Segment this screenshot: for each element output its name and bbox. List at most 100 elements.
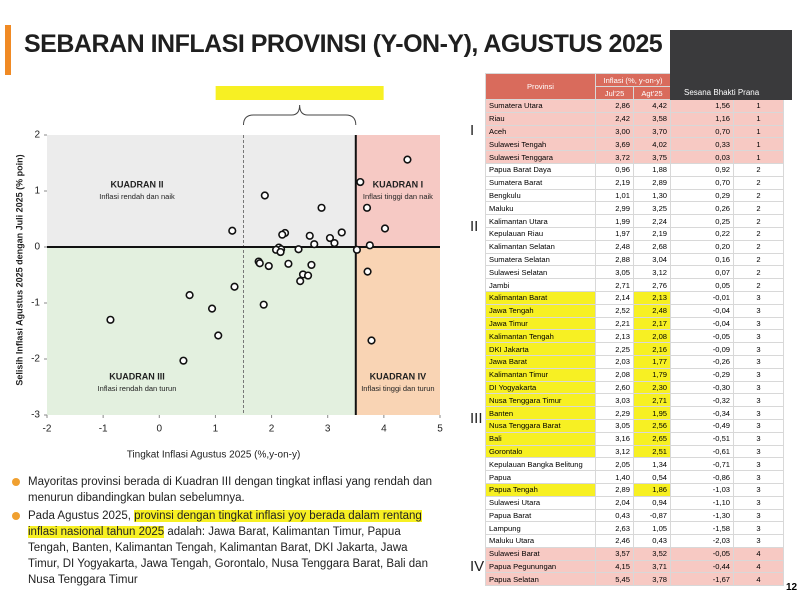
table-cell: Kepulauan Bangka Belitung [485,457,596,472]
table-row: Sulawesi Tengah 3,69 4,02 0,33 1 [485,137,785,152]
table-cell: Gorontalo [485,444,596,459]
table-cell: 2,19 [595,175,634,190]
table-cell: 2,25 [595,342,634,356]
table-cell: Jambi [485,278,596,292]
x-tick-label: 1 [213,424,219,435]
y-tick-label: 2 [34,130,40,141]
table-cell: 3 [733,534,785,548]
table-cell: 2,17 [632,316,672,331]
table-cell: 2 [733,265,785,280]
group-label: II [470,218,479,236]
header-cell: Inflasi (%, y-on-y) [594,73,672,87]
table-cell: 3,25 [632,201,672,216]
table-cell: Bengkulu [485,188,596,203]
table-cell: -0,04 [670,303,735,318]
slide-title: SEBARAN INFLASI PROVINSI (Y-ON-Y), AGUST… [24,30,663,58]
table-cell: 2,13 [632,290,672,305]
table-cell: 3,12 [632,265,672,280]
table-cell: 3 [733,316,785,331]
table-cell: 3,52 [632,546,672,561]
table-row: Kepulauan Bangka Belitung 2,05 1,34 -0,71 3 [485,457,785,472]
table-cell: 3 [733,290,785,305]
table-row: Papua Barat Daya 0,96 1,88 0,92 2 [485,162,785,177]
table-cell: 2,08 [632,329,672,344]
table-cell: 0,33 [670,137,735,152]
table-cell: 4,02 [632,137,672,152]
bullet-list: Mayoritas provinsi berada di Kuadran III… [10,474,440,590]
data-point [330,238,339,248]
table-row: Sumatera Utara 2,86 4,42 1,56 1 [485,99,785,113]
table-cell: Lampung [485,521,596,536]
table-cell: 4 [733,546,785,561]
table-row: DI Yogyakarta 2,60 2,30 -0,30 3 [485,380,785,395]
annotation-highlight [215,86,384,100]
quadrant-area [47,135,356,247]
data-point [284,259,293,268]
table-cell: 3 [733,495,785,510]
data-point [276,247,285,257]
table-cell: 0,43 [595,508,634,523]
table-cell: 2,88 [595,252,634,267]
table-cell: 2,42 [595,111,634,126]
data-point [106,315,115,324]
table-cell: 1,88 [632,162,672,177]
table-row: Sulawesi Tenggara 3,72 3,75 0,03 1 [485,150,785,164]
table-row: Papua Barat 0,43 -0,87 -1,30 3 [485,508,785,523]
table-cell: 1 [733,137,785,152]
table-cell: Banten [485,406,596,420]
table-body: Sumatera Utara 2,86 4,42 1,56 1 Riau 2,42 3,58 1… [485,99,785,587]
table-cell: 4,15 [595,559,634,574]
table-cell: 4 [733,572,785,587]
quadrant-desc: Inflasi rendah dan turun [98,384,177,393]
quadrant-name: KUADRAN III [109,371,165,381]
table-cell: 3,69 [595,137,634,152]
table-row: Jambi 2,71 2,76 0,05 2 [485,278,785,292]
table-cell: 1,97 [595,226,634,241]
table-row: Kalimantan Utara 1,99 2,24 0,25 2 [485,214,785,228]
table-cell: -0,71 [670,457,735,472]
table-cell: 0,43 [632,534,672,548]
table-cell: Kalimantan Tengah [485,329,596,344]
table-cell: Nusa Tenggara Barat [485,418,596,433]
table-cell: 2,60 [595,380,634,395]
table-cell: 0,20 [670,239,735,254]
quadrant-desc: Inflasi tinggi dan naik [363,192,433,201]
table-cell: 2 [733,188,785,203]
table-cell: -0,49 [670,418,735,433]
table-cell: 3,57 [595,546,634,561]
table-cell: Sulawesi Tengah [485,137,596,152]
table-row: Kalimantan Selatan 2,48 2,68 0,20 2 [485,239,785,254]
table-cell: 2,19 [632,226,672,241]
table-cell: 3,75 [632,150,672,164]
bullet-text: adalah: Jawa Barat, Kalimantan Timur, Pa… [28,526,428,586]
table-cell: 2,46 [595,534,634,548]
table-row: Jawa Tengah 2,52 2,48 -0,04 3 [485,303,785,318]
x-tick-label: 2 [269,424,275,435]
x-tick-label: 4 [381,424,387,435]
table-cell: Kepulauan Riau [485,226,596,241]
table-cell: 2,14 [595,290,634,305]
data-point [214,331,223,340]
table-cell: 3,05 [595,418,634,433]
table-row: Papua Selatan 5,45 3,78 -1,67 4 [485,572,785,587]
table-cell: 2,68 [632,239,672,254]
table-cell: 2,86 [595,99,634,113]
table-cell: Bali [485,431,596,446]
data-point [179,356,188,365]
table-cell: 2,56 [632,418,672,433]
table-cell: 1 [733,111,785,126]
table-cell: 3 [733,354,785,369]
y-axis-label: Selisih Inflasi Agustus 2025 dengan Juli… [14,154,24,385]
table-cell: -0,51 [670,431,735,446]
group-label: III [470,410,483,428]
data-point [296,277,305,286]
table-cell: -1,58 [670,521,735,536]
table-cell: 2,03 [595,354,634,369]
table-cell: 0,96 [595,162,634,177]
table-cell: DI Yogyakarta [485,380,596,395]
table-cell: 2,04 [595,495,634,510]
table-cell: 3,12 [595,444,634,459]
header-cell: Jul'25 [595,86,634,100]
table-row: Riau 2,42 3,58 1,16 1 [485,111,785,126]
data-point [230,282,239,291]
